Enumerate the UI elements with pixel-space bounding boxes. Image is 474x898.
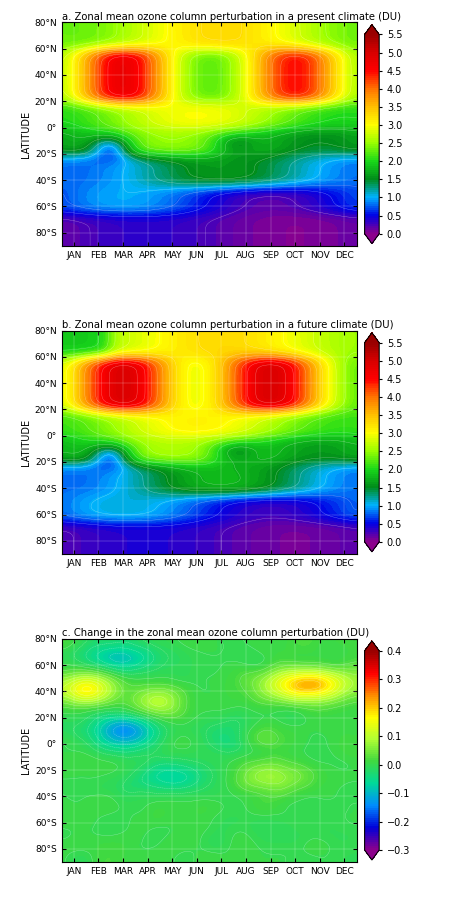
PathPatch shape bbox=[365, 850, 379, 860]
PathPatch shape bbox=[365, 641, 379, 651]
Y-axis label: LATITUDE: LATITUDE bbox=[21, 726, 31, 774]
PathPatch shape bbox=[365, 541, 379, 552]
Y-axis label: LATITUDE: LATITUDE bbox=[21, 110, 31, 158]
Text: a. Zonal mean ozone column perturbation in a present climate (DU): a. Zonal mean ozone column perturbation … bbox=[62, 12, 401, 22]
Y-axis label: LATITUDE: LATITUDE bbox=[21, 418, 31, 466]
PathPatch shape bbox=[365, 233, 379, 243]
Text: b. Zonal mean ozone column perturbation in a future climate (DU): b. Zonal mean ozone column perturbation … bbox=[62, 320, 393, 330]
PathPatch shape bbox=[365, 24, 379, 34]
PathPatch shape bbox=[365, 332, 379, 343]
Text: c. Change in the zonal mean ozone column perturbation (DU): c. Change in the zonal mean ozone column… bbox=[62, 628, 369, 638]
